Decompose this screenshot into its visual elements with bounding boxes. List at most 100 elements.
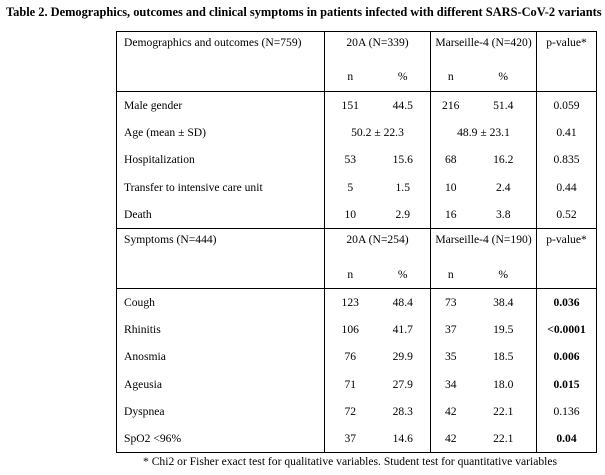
n-value: 10 [344,207,357,221]
row-label: SpO2 <96% [116,425,325,454]
n-value: 34 [444,377,457,391]
pvalue-header: p-value* [536,228,597,261]
table-footnote: * Chi2 or Fisher exact test for qualitat… [143,455,558,468]
pvalue: <0.0001 [536,315,597,344]
pct-value: 44.5 [375,91,431,119]
pct-value: 29.9 [375,343,431,371]
table-row: Male gender 151 44.5 216 51.4 0.059 [116,91,597,119]
pvalue: 0.036 [536,288,597,316]
pvalue: 0.006 [536,343,597,371]
pct-value: 2.9 [375,200,431,229]
n-value: 53 [344,153,357,167]
empty-cell [536,260,597,289]
pct-value: 16.2 [470,146,537,174]
pvalue: 0.41 [536,118,597,147]
table-row: Ageusia 71 27.9 34 18.0 0.015 [116,370,597,398]
table-row: Death 10 2.9 16 3.8 0.52 [116,200,597,229]
mean-sd-value: 48.9 ± 23.1 [430,118,537,147]
table-row: Dyspnea 72 28.3 42 22.1 0.136 [116,397,597,426]
n-value: 37 [444,323,457,337]
pvalue: 0.835 [536,146,597,174]
n-value: 10 [444,180,457,194]
pct-value: 1.5 [375,173,431,201]
subheader-row: n % n % [116,63,597,92]
table-row: Cough 123 48.4 73 38.4 0.036 [116,288,597,316]
pct-value: 14.6 [375,425,431,454]
section-header-row: Demographics and outcomes (N=759) 20A (N… [116,31,597,64]
mean-sd-value: 50.2 ± 22.3 [324,118,431,147]
pct-header: % [470,63,537,92]
table-row: Rhinitis 106 41.7 37 19.5 <0.0001 [116,315,597,344]
pvalue: 0.04 [536,425,597,454]
row-label: Dyspnea [116,397,325,426]
n-header: n [430,63,471,92]
pct-value: 27.9 [375,370,431,398]
n-value: 76 [344,350,357,364]
pct-header: % [470,260,537,289]
n-value: 151 [341,98,359,112]
table-title: Table 2. Demographics, outcomes and clin… [6,5,602,19]
n-value: 71 [344,377,357,391]
table-row: Age (mean ± SD) 50.2 ± 22.3 48.9 ± 23.1 … [116,118,597,147]
section-label: Symptoms (N=444) [116,228,325,261]
n-header: n [430,260,471,289]
n-header: n [324,63,376,92]
row-label: Anosmia [116,343,325,371]
results-table: Demographics and outcomes (N=759) 20A (N… [116,31,597,454]
section-header-row: Symptoms (N=444) 20A (N=254) Marseille-4… [116,228,597,261]
pct-value: 18.5 [470,343,537,371]
n-value: 72 [344,405,357,418]
row-label: Death [116,200,325,229]
pct-value: 15.6 [375,146,431,174]
section-demographics: Demographics and outcomes (N=759) 20A (N… [116,31,597,229]
pct-value: 3.8 [470,200,537,229]
row-label: Ageusia [116,370,325,398]
pvalue: 0.136 [536,397,597,426]
pvalue: 0.059 [536,91,597,119]
n-header: n [324,260,376,289]
pct-header: % [375,63,431,92]
n-value: 68 [444,153,457,167]
pct-value: 22.1 [470,425,537,454]
table-row: Anosmia 76 29.9 35 18.5 0.006 [116,343,597,371]
pct-value: 51.4 [470,91,537,119]
pct-value: 41.7 [375,315,431,344]
n-value: 42 [430,425,471,454]
pct-header: % [375,260,431,289]
table-row: Hospitalization 53 15.6 68 16.2 0.835 [116,146,597,174]
empty-cell [536,63,597,92]
pct-value: 18.0 [470,370,537,398]
n-value: 123 [341,295,359,309]
group2-header: Marseille-4 (N=420) [430,31,537,64]
subheader-row: n % n % [116,260,597,289]
n-value: 37 [324,425,376,454]
row-label: Male gender [116,91,325,119]
n-value: 106 [341,323,359,337]
pvalue: 0.44 [536,173,597,201]
pct-value: 19.5 [470,315,537,344]
empty-cell [116,63,325,92]
n-value: 5 [347,180,354,194]
group2-header: Marseille-4 (N=190) [430,228,537,261]
pvalue: 0.015 [536,370,597,398]
pct-value: 48.4 [375,288,431,316]
n-value: 216 [442,98,460,112]
n-value: 73 [444,295,457,309]
pct-value: 28.3 [375,397,431,426]
table-row: Transfer to intensive care unit 5 1.5 10… [116,173,597,201]
row-label: Rhinitis [116,315,325,344]
group1-header: 20A (N=339) [324,31,431,64]
section-symptoms: Symptoms (N=444) 20A (N=254) Marseille-4… [116,228,597,454]
group1-header: 20A (N=254) [324,228,431,261]
empty-cell [116,260,325,289]
table-row: SpO2 <96% 37 14.6 42 22.1 0.04 [116,425,597,454]
section-label: Demographics and outcomes (N=759) [116,31,325,64]
n-value: 42 [444,405,457,418]
row-label: Cough [116,288,325,316]
n-value: 35 [444,350,457,364]
pct-value: 22.1 [470,397,537,426]
pct-value: 38.4 [470,288,537,316]
pct-value: 2.4 [470,173,537,201]
pvalue-header: p-value* [536,31,597,64]
pvalue: 0.52 [536,200,597,229]
